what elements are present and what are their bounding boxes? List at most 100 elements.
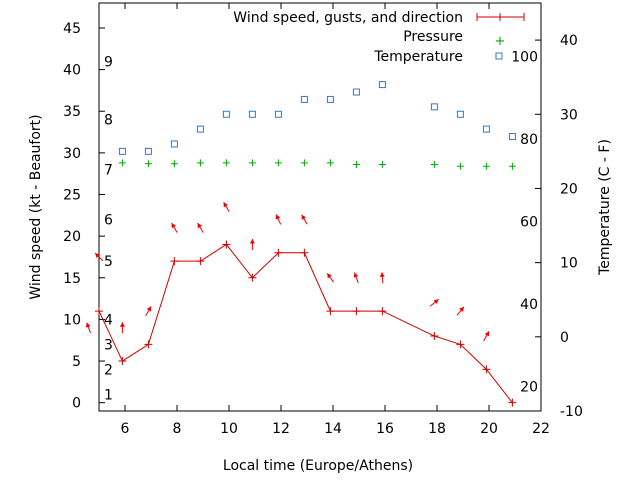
y-left-tick-label: 5 — [72, 354, 81, 370]
y-left-tick-label: 40 — [63, 63, 81, 79]
beaufort-label: 9 — [104, 54, 113, 70]
wind-arrow — [145, 306, 152, 317]
wind-speed-point — [508, 398, 517, 407]
pressure-point — [430, 161, 438, 169]
temperature-point — [196, 125, 204, 133]
y-right-tick-label: 30 — [560, 107, 578, 123]
wind-speed-line — [98, 243, 513, 403]
wind-arrow-head — [95, 253, 101, 259]
wind-speed-point — [95, 307, 103, 316]
pressure-point — [326, 159, 334, 167]
y-right-tick-label: 0 — [560, 330, 569, 346]
wind-speed-point — [222, 240, 231, 249]
pressure-point — [378, 161, 386, 169]
pressure-point — [300, 159, 308, 167]
pressure-point — [196, 159, 204, 167]
beaufort-scale: 1 2 3 4 5 6 7 8 9 — [104, 54, 113, 403]
x-tick-label: 14 — [324, 421, 342, 437]
wind-arrow-head — [85, 322, 91, 328]
x-tick-label: 22 — [532, 421, 550, 437]
legend-marker-pressure: + — [495, 34, 506, 49]
wind-speed-point — [118, 357, 127, 366]
temperature-point — [430, 103, 438, 111]
wind-arrow-head — [197, 223, 203, 229]
temperature-point — [378, 81, 386, 89]
pressure-point — [482, 162, 490, 170]
temperature-point — [482, 125, 490, 133]
x-tick-label: 12 — [272, 421, 290, 437]
temperature-point — [222, 110, 230, 118]
wind-direction-arrows — [85, 201, 490, 342]
pressure-point — [456, 162, 464, 170]
wind-arrow — [94, 252, 104, 262]
fahrenheit-label: 40 — [520, 297, 538, 313]
wind-arrow — [249, 238, 255, 250]
wind-speed-point — [430, 332, 439, 341]
x-tick-label: 6 — [121, 421, 130, 437]
x-axis: 6 8 10 12 14 16 18 20 22 — [121, 3, 550, 437]
fahrenheit-label: 100 — [511, 50, 538, 66]
wind-speed-point — [456, 340, 465, 349]
wind-speed-point — [196, 257, 205, 266]
beaufort-label: 8 — [104, 113, 113, 129]
y-right-tick-label: 10 — [560, 256, 578, 272]
pressure-point — [248, 159, 256, 167]
wind-speed-point — [170, 257, 179, 266]
plot-frame — [98, 2, 542, 412]
wind-speed-point — [274, 248, 283, 257]
wind-speed-point — [326, 307, 335, 316]
pressure-point — [118, 159, 126, 167]
left-y-axis-title: Wind speed (kt - Beaufort) — [28, 114, 44, 299]
legend-label-temperature: Temperature — [373, 49, 463, 65]
pressure-point — [352, 161, 360, 169]
wind-arrow — [483, 331, 490, 342]
y-right-tick-label: 20 — [560, 181, 578, 197]
temperature-point — [144, 147, 152, 155]
wind-arrow-head — [171, 223, 177, 229]
wind-speed-point — [300, 248, 309, 257]
wind-speed-point — [144, 340, 153, 349]
x-tick-label: 20 — [480, 421, 498, 437]
beaufort-label: 6 — [104, 212, 113, 228]
y-right-tick-label: -10 — [560, 404, 583, 420]
fahrenheit-label: 80 — [520, 132, 538, 148]
x-tick-label: 10 — [220, 421, 238, 437]
beaufort-label: 2 — [104, 362, 113, 378]
wind-speed-point — [378, 307, 387, 316]
temperature-point — [352, 88, 360, 96]
right-y-axis-title: Temperature (C - F) — [597, 139, 613, 276]
wind-speed-point — [248, 273, 257, 282]
temperature-point — [508, 133, 516, 141]
wind-arrow — [85, 322, 91, 334]
legend-marker-wind: + — [495, 10, 505, 24]
beaufort-label: 1 — [104, 387, 113, 403]
x-tick-label: 18 — [428, 421, 446, 437]
wind-arrow — [197, 222, 204, 233]
temperature-point — [274, 110, 282, 118]
temperature-point — [248, 110, 256, 118]
y-right-tick-label: 40 — [560, 33, 578, 49]
wind-arrow — [223, 201, 230, 213]
wind-arrow — [301, 214, 308, 225]
wind-arrow-head — [353, 272, 359, 278]
wind-arrow — [379, 272, 385, 284]
pressure-series — [118, 159, 516, 170]
pressure-point — [144, 160, 152, 168]
y-left-tick-label: 35 — [63, 104, 81, 120]
wind-arrow-head — [146, 306, 152, 312]
temperature-point — [170, 140, 178, 148]
wind-arrow-head — [275, 214, 281, 220]
y-left-tick-label: 15 — [63, 271, 81, 287]
wind-arrow — [119, 322, 125, 334]
wind-arrow — [171, 222, 178, 233]
legend-marker-temperature — [495, 52, 503, 60]
legend: Wind speed, gusts, and direction + Press… — [233, 10, 525, 65]
wind-speed-series — [95, 240, 517, 407]
left-y-axis: 0 5 10 15 20 25 30 35 40 45 — [63, 21, 105, 412]
wind-arrow — [456, 306, 465, 316]
wind-arrow-head — [327, 273, 332, 279]
y-left-tick-label: 20 — [63, 229, 81, 245]
beaufort-label: 5 — [104, 254, 113, 270]
wind-arrow — [326, 272, 334, 283]
